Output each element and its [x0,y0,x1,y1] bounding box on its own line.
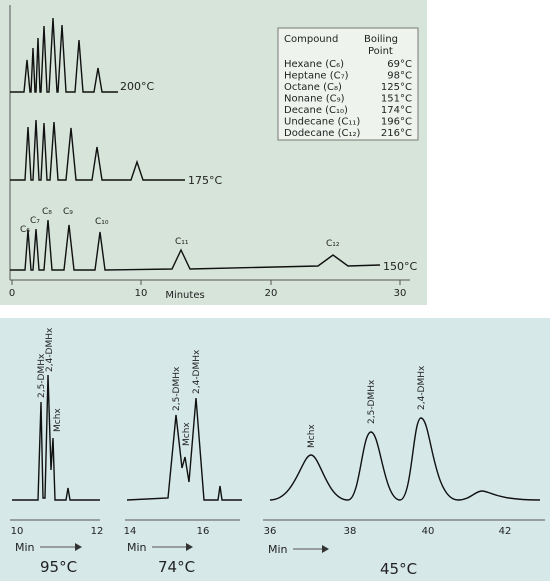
compound: Decane (C₁₀) [284,105,348,116]
x-ticks [11,280,401,285]
x-tick-label: 12 [91,526,104,537]
table-box [277,27,419,141]
peak-label: C₁₀ [95,217,109,227]
min-labels: Min Min Min [15,541,329,556]
table-header: Point [368,46,393,57]
peak-label: C₁₁ [175,237,189,247]
peak-label: 2,5-DMHx [37,353,47,398]
compound: Dodecane (C₁₂) [284,128,361,139]
bottom-panel [0,318,550,581]
boiling-point: 174°C [381,105,412,116]
temp-label: 175°C [188,174,222,187]
temp-label: 45°C [380,560,417,578]
x-axis-label: Min [268,543,288,556]
x-tick-label: 42 [499,526,512,537]
temp-label: 200°C [120,80,154,93]
peak-label: Mchx [53,408,63,432]
compound: Undecane (C₁₁) [284,117,360,128]
boiling-point: 98°C [387,71,412,82]
boiling-point: 69°C [387,59,412,70]
x-tick-label: 30 [394,288,407,299]
x-tick-label: 38 [344,526,357,537]
table-header: Boiling [364,34,398,45]
peak-label: C₆ [20,225,30,235]
x-tick-label: 16 [197,526,210,537]
boiling-point: 196°C [381,117,412,128]
x-tick-label: 36 [264,526,277,537]
x-tick-label: 20 [265,288,278,299]
compound: Hexane (C₆) [284,59,344,70]
boiling-point: 151°C [381,94,412,105]
trace-150 [10,219,381,271]
boiling-point: 216°C [381,128,412,139]
x-tick-label: 40 [422,526,435,537]
compound: Nonane (C₉) [284,94,345,105]
peak-label: C₉ [63,207,73,217]
compound: Octane (C₈) [284,82,342,93]
peak-label: C₈ [42,207,52,217]
x-tick-label: 14 [124,526,137,537]
peak-label: Mchx [182,422,192,446]
trace-74 [126,397,242,501]
x-tick-label: 10 [11,526,24,537]
trace-95 [12,374,100,501]
x-tick-label: 10 [135,288,148,299]
peak-label: 2,5-DMHx [172,366,182,411]
peak-label: C₇ [30,216,40,226]
trace-200 [10,17,118,93]
trace-45 [269,417,541,501]
peak-label: 2,4-DMHx [192,349,202,394]
peak-label: Mchx [307,424,317,448]
temp-label: 74°C [158,558,195,576]
peak-label: 2,4-DMHx [45,327,55,372]
peak-label: 2,4-DMHx [417,365,427,410]
x-axis-label: Min [127,541,147,554]
table-header: Compound [284,34,338,45]
temp-label: 95°C [40,558,77,576]
trace-175 [10,119,185,181]
boiling-point: 125°C [381,82,412,93]
temp-label: 150°C [383,260,417,273]
compound: Heptane (C₇) [284,71,349,82]
x-tick-label: 0 [9,288,15,299]
peak-label: 2,5-DMHx [367,379,377,424]
peak-label: C₁₂ [326,239,340,249]
x-axis-label: Min [15,541,35,554]
x-axis-label: Minutes [165,290,204,301]
